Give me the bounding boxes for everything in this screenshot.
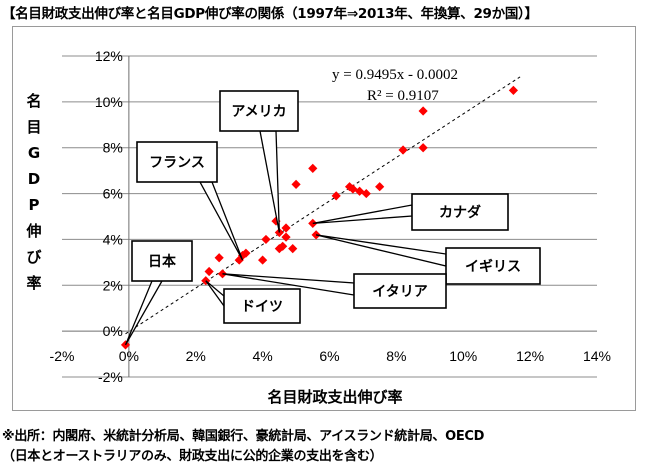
source-note-detail: （日本とオーストラリアのみ、財政支出に公的企業の支出を含む）: [2, 449, 383, 464]
y-axis-label-char: び: [26, 248, 41, 266]
data-point: [281, 232, 291, 242]
y-axis-label-char: G: [28, 144, 40, 162]
data-point: [288, 244, 298, 254]
x-tick-label: 2%: [186, 348, 206, 364]
callout-label: フランス: [149, 155, 205, 171]
y-tick-label: 2%: [103, 277, 123, 293]
callout-leaders: [124, 130, 447, 346]
callout-leader: [259, 130, 280, 233]
callout-box: [445, 247, 541, 285]
callout-label: 日本: [148, 253, 177, 270]
y-tick-label: -2%: [98, 369, 123, 385]
data-point: [418, 143, 428, 153]
callout-box: [353, 273, 447, 309]
data-point: [375, 182, 385, 192]
data-point: [261, 234, 271, 245]
y-axis-label-char: D: [28, 170, 40, 188]
trendline-equation: y = 0.9495x - 0.0002: [332, 67, 458, 83]
x-tick-label: 8%: [386, 348, 406, 364]
x-tick-label: -2%: [50, 348, 75, 364]
trendline-dashed: [125, 76, 521, 335]
data-point: [241, 248, 251, 258]
callout-label: イギリス: [465, 258, 521, 275]
data-point: [361, 188, 371, 199]
callout-label: アメリカ: [231, 104, 286, 120]
y-axis-label-char: 目: [26, 118, 41, 136]
callout-box: [219, 90, 299, 132]
data-point: [291, 179, 301, 189]
gridlines: [62, 55, 597, 378]
x-tick-label: 14%: [583, 348, 611, 364]
x-tick-label: 4%: [253, 348, 273, 364]
data-point: [418, 106, 428, 116]
source-note: ※出所：内閣府、米統計分析局、韓国銀行、豪統計局、アイスランド統計局、OECD: [2, 429, 485, 444]
y-axis-label-char: 率: [26, 274, 41, 292]
y-tick-label: 8%: [103, 140, 123, 156]
tick-labels: -2% 0% 2% 4% 6% 8% 10% 12% -2% 0% 2% 4% 6% 8% 10% 12% 14…: [50, 48, 611, 385]
r-squared-label: R² = 0.9107: [367, 88, 439, 104]
callout-label: カナダ: [439, 204, 481, 221]
y-tick-label: 12%: [95, 48, 123, 64]
chart-frame: [12, 26, 636, 411]
y-axis-label-char: 名: [26, 92, 41, 110]
data-point: [331, 191, 341, 201]
y-tick-label: 10%: [95, 94, 123, 110]
x-tick-label: 0%: [119, 348, 139, 364]
y-axis-label-char: P: [29, 196, 40, 214]
data-point: [398, 145, 408, 155]
data-point: [204, 266, 214, 277]
trendline: [125, 76, 521, 335]
x-tick-label: 6%: [319, 348, 339, 364]
y-tick-label: 6%: [103, 186, 123, 202]
callout-leader: [124, 280, 164, 346]
data-point: [278, 241, 288, 251]
y-axis-label-char: 伸: [25, 222, 41, 240]
axes: [62, 56, 597, 377]
data-point: [508, 85, 519, 95]
chart-title: 【名目財政支出伸び率と名目GDP伸び率の関係（1997年⇒2013年、年換算、2…: [2, 6, 538, 22]
data-point: [214, 253, 224, 263]
data-point: [258, 255, 268, 265]
callout-box: [411, 193, 509, 231]
callout-box: [136, 141, 218, 183]
y-tick-label: 4%: [103, 231, 123, 247]
callout-label: ドイツ: [241, 299, 283, 315]
callout-box: [131, 240, 193, 282]
callout-label: イタリア: [372, 284, 427, 300]
x-tick-label: 10%: [449, 348, 477, 364]
x-axis-label: 名目財政支出伸び率: [267, 388, 402, 406]
data-point: [234, 255, 244, 265]
y-axis-label: 名目GDP伸び率: [25, 92, 41, 292]
y-tick-label: 0%: [103, 323, 123, 339]
data-point: [281, 223, 291, 233]
callout-leader: [205, 280, 225, 309]
callout-box: [223, 288, 301, 324]
data-point: [308, 163, 318, 173]
callout-leader: [312, 204, 413, 225]
x-tick-label: 12%: [516, 348, 544, 364]
